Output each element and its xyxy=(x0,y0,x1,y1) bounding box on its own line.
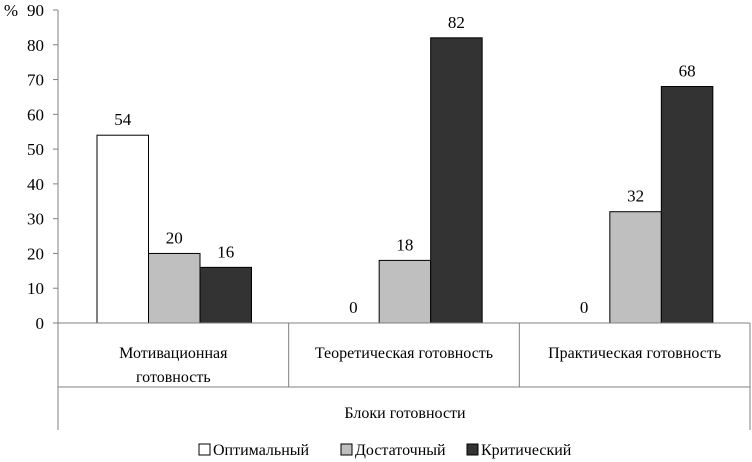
data-label: 54 xyxy=(114,110,132,129)
bar-group xyxy=(96,37,714,324)
y-tick-label: 60 xyxy=(27,105,44,124)
category-label: Мотивационная xyxy=(119,345,228,362)
x-axis-title: Блоки готовности xyxy=(344,405,466,422)
y-tick-label: 50 xyxy=(27,140,44,159)
legend: Оптимальный Достаточный Критический xyxy=(198,442,572,459)
category-axis: Мотивационная готовность Теоретическая гот… xyxy=(57,322,751,430)
y-axis-label: % xyxy=(4,1,18,20)
legend-swatch xyxy=(340,443,353,456)
data-labels: 54 20 16 0 18 82 0 32 68 xyxy=(114,13,695,317)
y-tick-label: 30 xyxy=(27,210,44,229)
y-tick-label: 40 xyxy=(27,175,44,194)
y-tick-label: 90 xyxy=(27,1,44,20)
data-label: 20 xyxy=(166,228,183,247)
y-tick-label: 10 xyxy=(27,279,44,298)
bar-Достаточный xyxy=(609,211,662,324)
data-label: 0 xyxy=(349,298,358,317)
bar-Достаточный xyxy=(378,259,432,324)
category-label: Практическая готовность xyxy=(548,345,721,362)
y-axis: 0 10 20 30 40 50 60 70 80 90 xyxy=(27,1,59,333)
data-label: 0 xyxy=(580,298,589,317)
data-label: 68 xyxy=(679,62,696,81)
bar-Достаточный xyxy=(148,252,201,324)
legend-swatch xyxy=(198,443,211,456)
y-tick-label: 70 xyxy=(27,71,44,90)
bar-Критический xyxy=(199,266,252,324)
bar-Критический xyxy=(660,86,714,324)
legend-swatch xyxy=(466,443,479,456)
category-label: готовность xyxy=(136,369,211,386)
y-tick-label: 0 xyxy=(36,314,45,333)
legend-label: Достаточный xyxy=(355,442,446,459)
legend-label: Критический xyxy=(481,442,572,459)
y-tick-label: 20 xyxy=(27,244,44,263)
legend-label: Оптимальный xyxy=(213,442,310,459)
category-label: Теоретическая готовность xyxy=(315,345,493,362)
data-label: 82 xyxy=(448,13,465,32)
data-label: 16 xyxy=(217,242,234,261)
data-label: 32 xyxy=(627,187,644,206)
y-tick-label: 80 xyxy=(27,36,44,55)
bar-Критический xyxy=(430,37,483,324)
bar-Оптимальный xyxy=(96,134,149,324)
data-label: 18 xyxy=(396,235,413,254)
